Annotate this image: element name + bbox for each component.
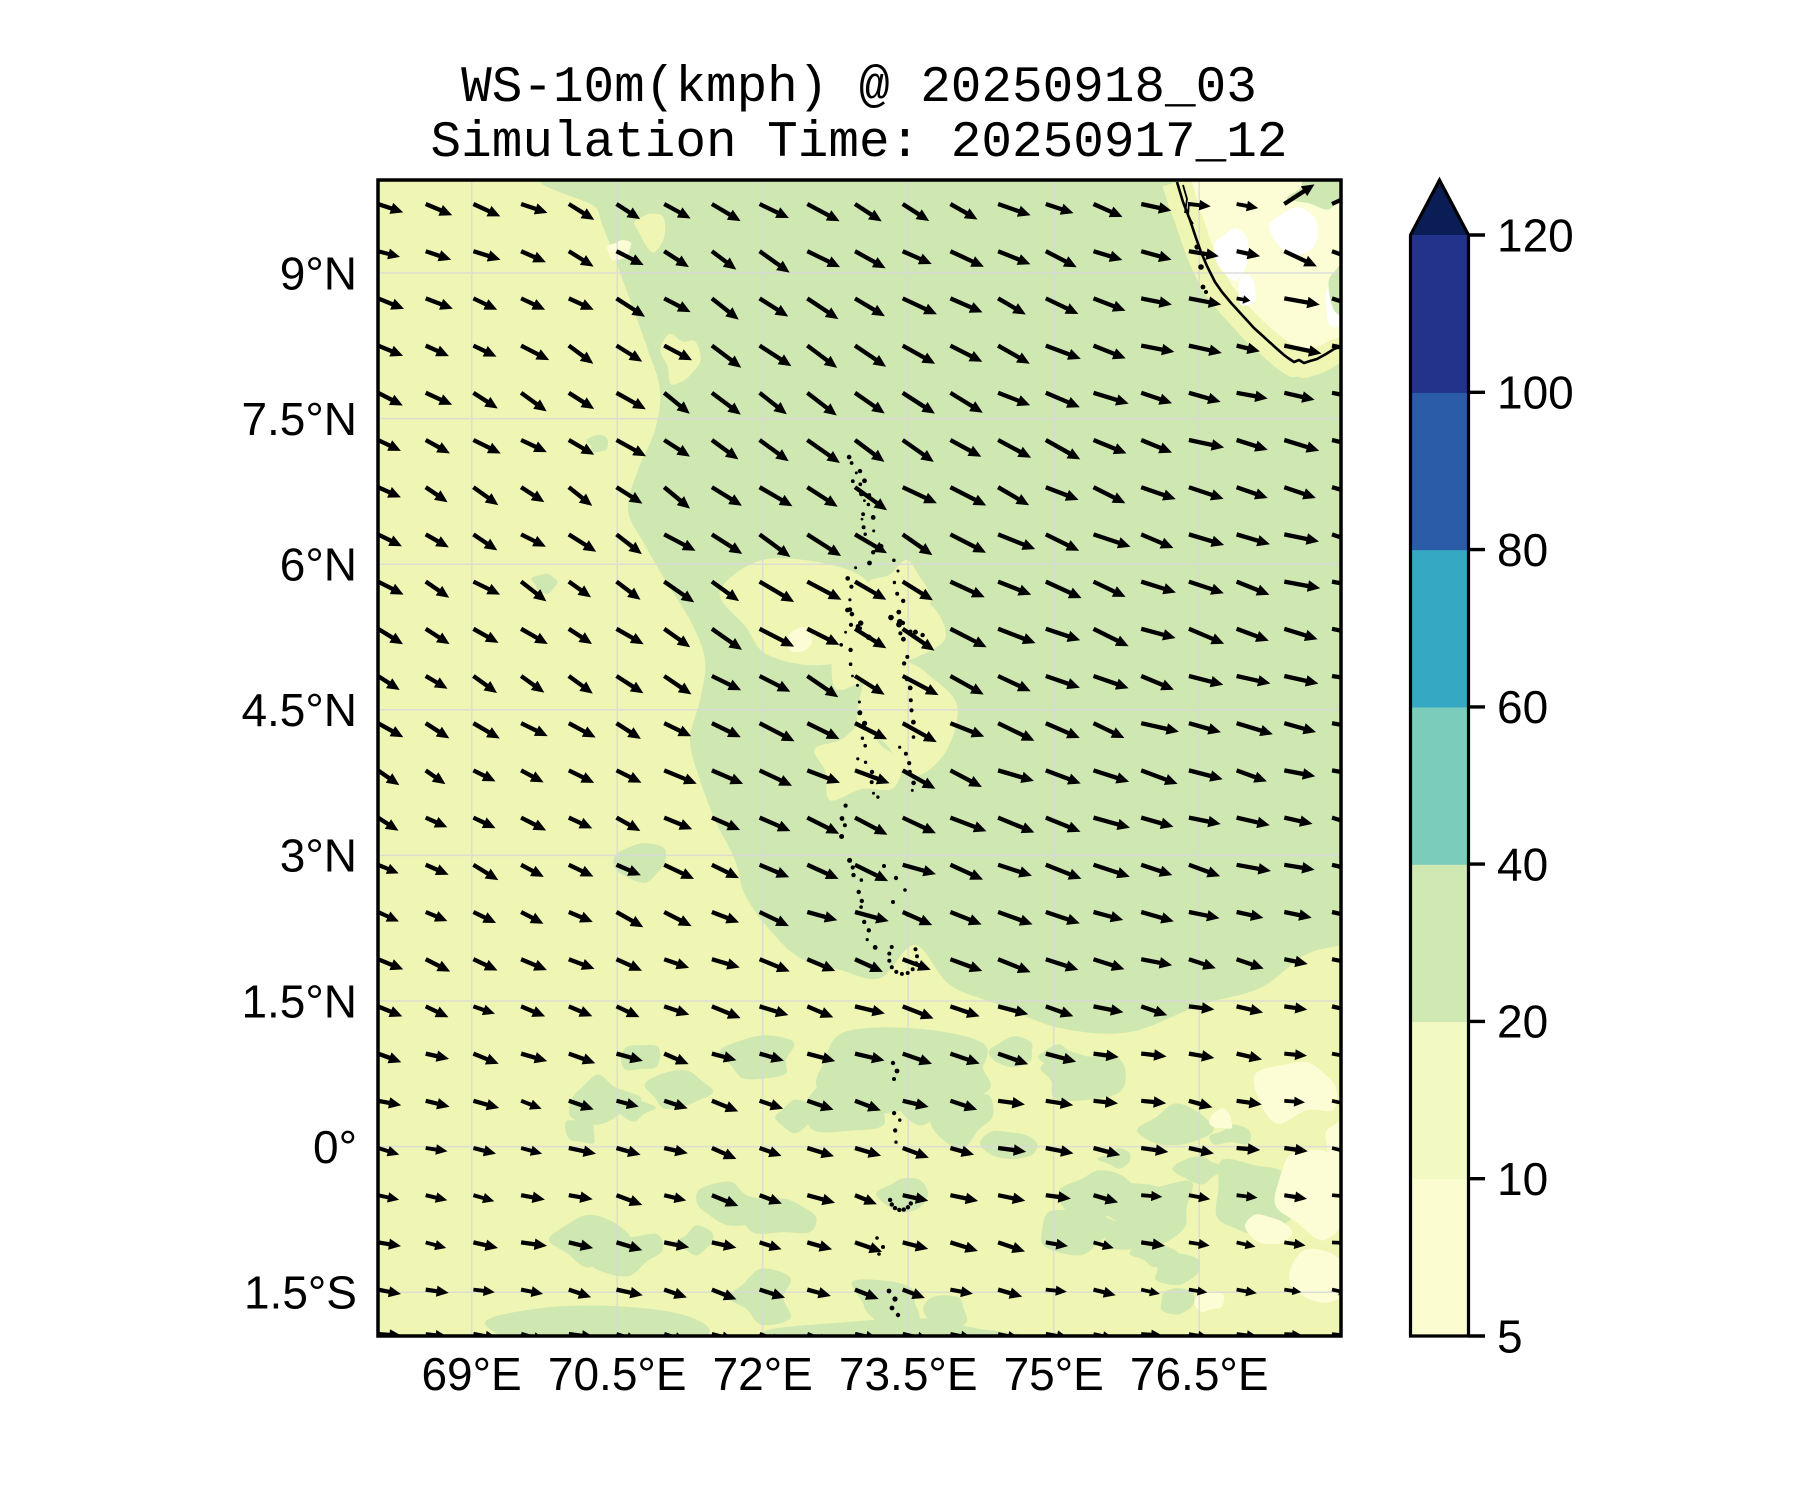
svg-text:4.5°N: 4.5°N xyxy=(241,684,357,736)
svg-text:75°E: 75°E xyxy=(1004,1348,1104,1400)
svg-text:100: 100 xyxy=(1497,367,1574,419)
svg-text:1.5°N: 1.5°N xyxy=(241,975,357,1027)
svg-text:5: 5 xyxy=(1497,1310,1523,1362)
svg-text:3°N: 3°N xyxy=(280,830,357,882)
svg-text:40: 40 xyxy=(1497,838,1548,890)
svg-text:9°N: 9°N xyxy=(280,247,357,299)
svg-text:1.5°S: 1.5°S xyxy=(244,1267,357,1319)
svg-text:20: 20 xyxy=(1497,996,1548,1048)
svg-text:10: 10 xyxy=(1497,1153,1548,1205)
svg-text:69°E: 69°E xyxy=(421,1348,521,1400)
svg-text:6°N: 6°N xyxy=(280,539,357,591)
svg-text:76.5°E: 76.5°E xyxy=(1130,1348,1269,1400)
svg-text:WS-10m(kmph) @ 20250918_03: WS-10m(kmph) @ 20250918_03 xyxy=(461,60,1257,117)
svg-text:60: 60 xyxy=(1497,681,1548,733)
svg-text:7.5°N: 7.5°N xyxy=(241,393,357,445)
svg-text:80: 80 xyxy=(1497,524,1548,576)
svg-text:72°E: 72°E xyxy=(713,1348,813,1400)
svg-text:0°: 0° xyxy=(313,1121,357,1173)
svg-text:120: 120 xyxy=(1497,209,1574,261)
svg-text:Simulation Time: 20250917_12: Simulation Time: 20250917_12 xyxy=(431,115,1288,172)
svg-text:70.5°E: 70.5°E xyxy=(548,1348,687,1400)
svg-text:73.5°E: 73.5°E xyxy=(839,1348,978,1400)
